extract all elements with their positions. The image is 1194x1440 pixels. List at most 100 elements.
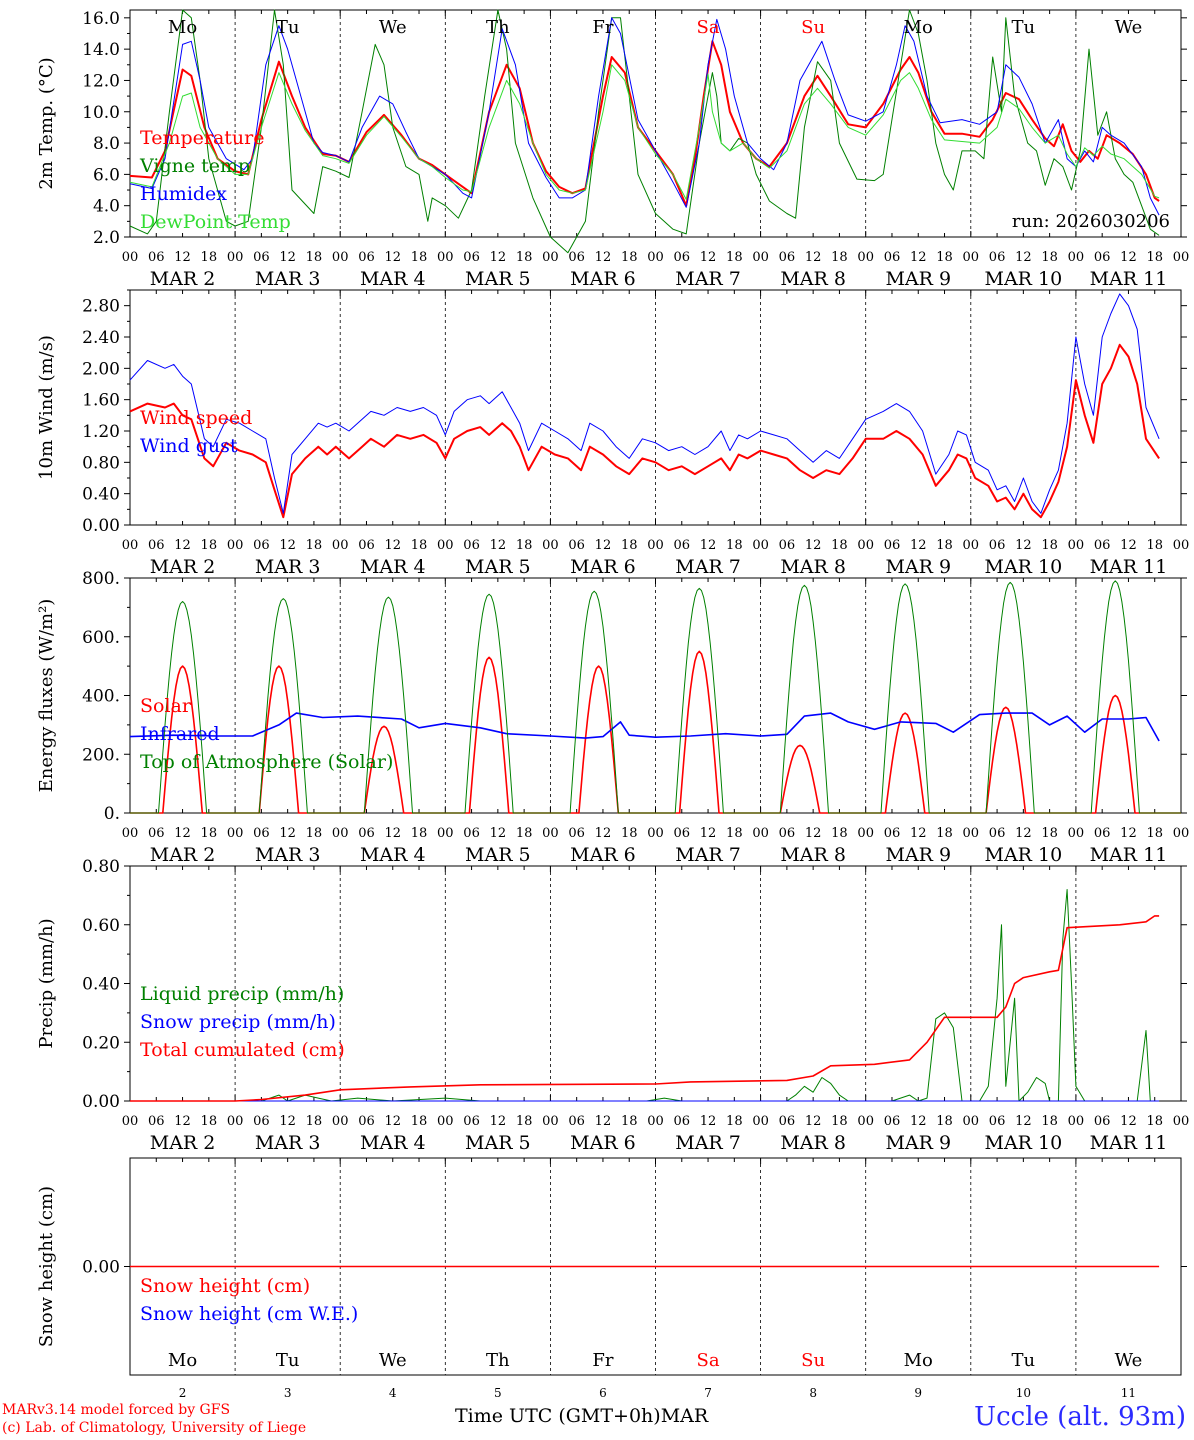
hour-label: 18 [411, 538, 428, 553]
hour-label: 00 [963, 538, 980, 553]
day-number: 11 [1121, 1386, 1136, 1400]
y-tick-label: 0.00 [82, 1092, 120, 1112]
station-label: Uccle (alt. 93m) [974, 1402, 1186, 1432]
y-tick-label: 400. [82, 687, 120, 707]
hour-label: 12 [595, 1114, 612, 1129]
y-tick-label: 2.0 [93, 228, 120, 248]
series-group [130, 889, 1160, 1102]
hour-label: 18 [726, 826, 743, 841]
date-label: MAR 10 [984, 1132, 1062, 1154]
hour-label: 06 [253, 538, 270, 553]
day-of-week: Sa [697, 17, 720, 38]
hour-label: 12 [174, 250, 191, 265]
hour-label: 06 [674, 250, 691, 265]
hour-label: 06 [148, 538, 165, 553]
hour-label: 12 [1120, 250, 1137, 265]
hour-label: 18 [306, 826, 323, 841]
hour-label: 06 [884, 1114, 901, 1129]
date-label: MAR 8 [780, 556, 846, 578]
hour-label: 00 [122, 1114, 139, 1129]
hour-label: 18 [516, 1114, 533, 1129]
date-label: MAR 10 [984, 844, 1062, 866]
hour-label: 00 [332, 826, 349, 841]
hour-label: 12 [805, 1114, 822, 1129]
y-tick-label: 10.0 [82, 103, 120, 123]
hour-label: 00 [437, 250, 454, 265]
hour-label: 00 [752, 538, 769, 553]
hour-label: 00 [1068, 250, 1085, 265]
hour-label: 00 [332, 538, 349, 553]
hour-label: 06 [674, 1114, 691, 1129]
hour-label: 18 [306, 250, 323, 265]
hour-label: 12 [490, 1114, 507, 1129]
y-tick-label: 2.00 [82, 359, 120, 379]
hour-label: 18 [936, 1114, 953, 1129]
run-label: run: 2026030206 [1012, 211, 1170, 232]
hour-label: 18 [831, 250, 848, 265]
panel-temp: 2.0 4.0 6.0 8.0 10.0 12.0 14.0 16.0 2m Temp. (°C… [36, 9, 1189, 290]
hour-label: 06 [148, 1114, 165, 1129]
x-axis-title: Time UTC (GMT+0h)MAR [455, 1405, 708, 1427]
hour-label: 00 [122, 826, 139, 841]
day-number: 9 [914, 1386, 922, 1400]
hour-label: 06 [1094, 826, 1111, 841]
y-axis-label: Energy fluxes (W/m²) [36, 599, 57, 793]
date-label: MAR 9 [885, 268, 951, 290]
hour-label: 12 [700, 826, 717, 841]
date-label: MAR 7 [675, 844, 741, 866]
y-tick-label: 6.0 [93, 165, 120, 185]
hour-label: 06 [568, 250, 585, 265]
hour-label: 18 [201, 1114, 218, 1129]
y-tick-label: 200. [82, 745, 120, 765]
hour-label: 18 [726, 538, 743, 553]
date-label: MAR 9 [885, 844, 951, 866]
hour-label: 06 [358, 250, 375, 265]
hour-label: 12 [805, 826, 822, 841]
day-number: 6 [599, 1386, 607, 1400]
hour-label: 00 [227, 250, 244, 265]
y-tick-label: 0.80 [82, 453, 120, 473]
day-number: 8 [809, 1386, 817, 1400]
hour-label: 12 [1120, 1114, 1137, 1129]
hour-label: 06 [253, 250, 270, 265]
hour-label: 12 [700, 250, 717, 265]
date-label: MAR 10 [984, 268, 1062, 290]
x-axis-month: MAR [660, 1405, 709, 1427]
day-of-week: Tu [276, 17, 300, 38]
hour-label: 00 [332, 250, 349, 265]
hour-label: 18 [306, 538, 323, 553]
day-of-week: Fr [592, 1350, 613, 1371]
y-axis-label: Snow height (cm) [36, 1186, 57, 1347]
day-number: 2 [179, 1386, 187, 1400]
hour-label: 06 [568, 1114, 585, 1129]
hour-label: 12 [595, 826, 612, 841]
date-label: MAR 5 [465, 1132, 531, 1154]
y-tick-label: 2.40 [82, 328, 120, 348]
date-label: MAR 4 [360, 844, 426, 866]
hour-label: 00 [1068, 538, 1085, 553]
day-number: 3 [284, 1386, 292, 1400]
hour-label: 18 [831, 826, 848, 841]
y-tick-label: 0. [104, 804, 120, 824]
hour-label: 18 [936, 538, 953, 553]
date-label: MAR 6 [570, 268, 636, 290]
hour-label: 12 [174, 1114, 191, 1129]
y-tick-label: 8.0 [93, 134, 120, 154]
legend-entry: Snow height (cm W.E.) [140, 1303, 358, 1325]
legend-entry: Wind gust [140, 435, 238, 457]
hour-label: 18 [831, 538, 848, 553]
y-tick-label: 4.0 [93, 197, 120, 217]
hour-label: 06 [463, 1114, 480, 1129]
hour-label: 18 [1041, 250, 1058, 265]
series-line [129, 9, 1160, 254]
series-group [129, 9, 1160, 254]
hour-label: 18 [1041, 1114, 1058, 1129]
hour-label: 12 [174, 826, 191, 841]
hour-label: 06 [463, 826, 480, 841]
y-tick-label: 0.40 [82, 485, 120, 505]
date-label: MAR 4 [360, 268, 426, 290]
date-label: MAR 7 [675, 1132, 741, 1154]
day-of-week: Su [801, 1350, 825, 1371]
hour-label: 06 [779, 826, 796, 841]
hour-label: 12 [279, 1114, 296, 1129]
